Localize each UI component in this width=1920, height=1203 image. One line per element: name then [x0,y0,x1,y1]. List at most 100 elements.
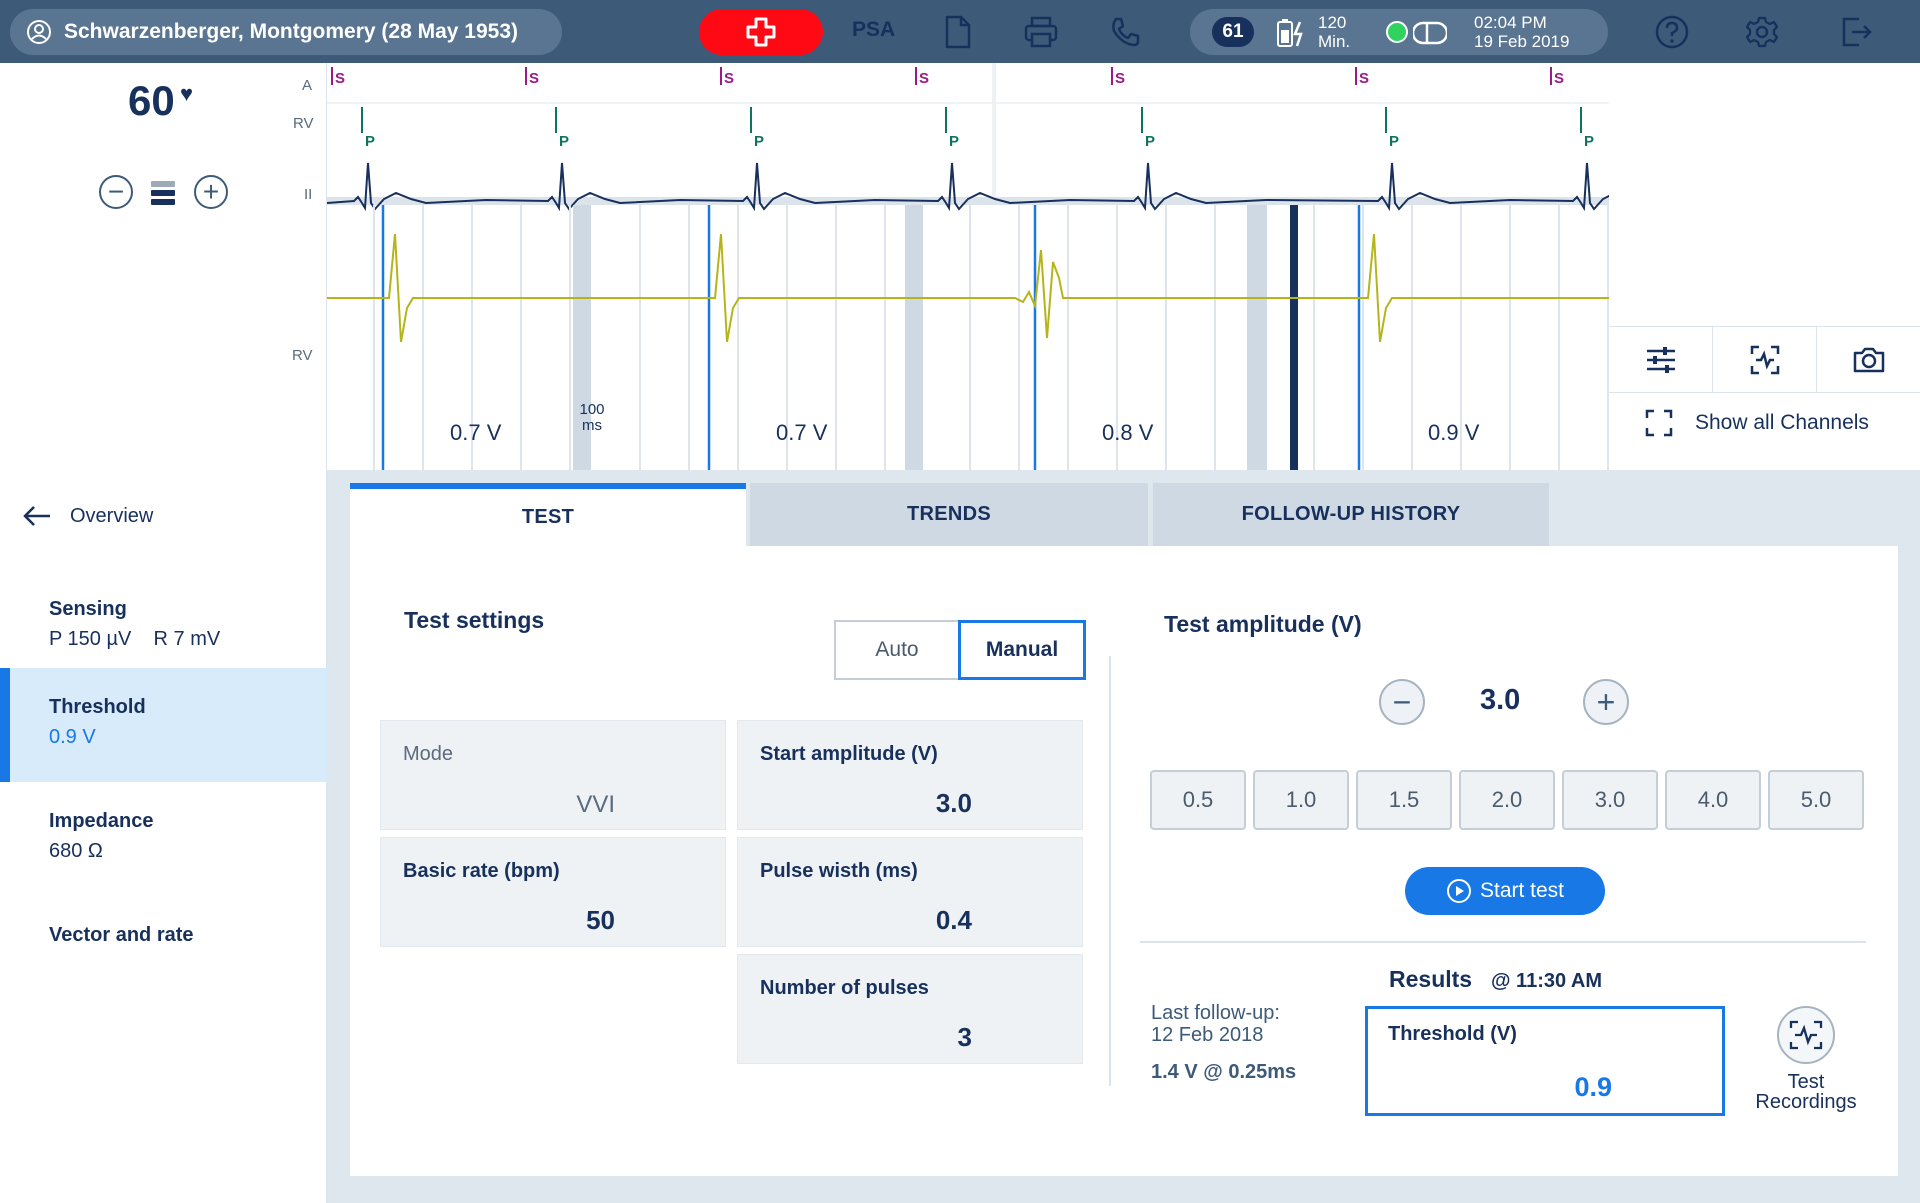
ecg-trace [327,162,1609,212]
channel-adjust-button[interactable] [1713,327,1817,392]
s-marker-label: S [335,70,345,87]
channel-label-rv-egm: RV [292,347,313,364]
emergency-icon [746,17,776,47]
device-icon [1413,21,1447,45]
sweep-gap [992,63,996,197]
phone-icon[interactable] [1105,12,1145,52]
amplitude-preset[interactable]: 3.0 [1562,770,1658,830]
pulse-width-field[interactable]: Pulse wisth (ms) 0.4 [737,837,1083,947]
psa-label[interactable]: PSA [852,18,896,41]
show-all-channels-label: Show all Channels [1695,411,1869,434]
s-marker-label: S [1554,70,1564,87]
tab-follow-up-history[interactable]: FOLLOW-UP HISTORY [1153,483,1549,546]
top-bar: Schwarzenberger, Montgomery (28 May 1953… [0,0,1920,63]
amplitude-preset[interactable]: 0.5 [1150,770,1246,830]
last-follow-up: Last follow-up: 12 Feb 2018 [1151,1002,1280,1046]
print-icon[interactable] [1021,12,1061,52]
snapshot-button[interactable] [1817,327,1920,392]
mode-manual-button[interactable]: Manual [958,620,1086,680]
back-to-overview[interactable]: Overview [22,504,153,528]
p-marker-label: P [1145,133,1155,150]
datetime: 02:04 PM 19 Feb 2019 [1474,13,1569,51]
threshold-value: 0.9 [1574,1072,1612,1102]
sweep-separator [1257,205,1267,470]
back-label: Overview [70,504,154,527]
sidebar-item-vector-and-rate[interactable]: Vector and rate [0,896,327,1010]
time-scale-unit: ms [582,417,602,434]
s-marker-label: S [724,70,734,87]
results-time: @ 11:30 AM [1491,970,1603,992]
field-value: 3 [957,1022,972,1052]
gain-decrease-button[interactable]: − [99,175,133,209]
logout-icon[interactable] [1836,12,1876,52]
camera-icon [1853,347,1884,372]
settings-icon[interactable] [1742,12,1782,52]
mode-field: Mode VVI [380,720,726,830]
number-of-pulses-field[interactable]: Number of pulses 3 [737,954,1083,1064]
egm-trace [327,233,1609,343]
p-marker-label: P [1389,133,1399,150]
amplitude-preset[interactable]: 1.5 [1356,770,1452,830]
last-follow-up-label: Last follow-up: [1151,1002,1280,1024]
status-pill[interactable]: 61 120 Min. 02:04 PM 19 Feb 2019 [1190,9,1608,55]
patient-pill[interactable]: Schwarzenberger, Montgomery (28 May 1953… [10,9,562,55]
time-scale-value: 100 [579,401,604,418]
results-divider [1140,941,1866,943]
s-marker-label: S [529,70,539,87]
sidebar-item-sensing[interactable]: Sensing P 150 µV R 7 mV [0,570,327,684]
tab-trends[interactable]: TRENDS [750,483,1148,546]
filter-settings-button[interactable] [1609,327,1713,392]
sidebar-item-title: Vector and rate [49,924,194,946]
amplitude-preset[interactable]: 1.0 [1253,770,1349,830]
p-marker-label: P [754,133,764,150]
field-value: 50 [586,905,615,935]
test-recordings-button[interactable]: Test Recordings [1751,1006,1861,1112]
sidebar: Overview Sensing P 150 µV R 7 mV Thresho… [0,470,327,1203]
amplitude-preset[interactable]: 4.0 [1665,770,1761,830]
gain-increase-button[interactable]: + [194,175,228,209]
sweep-separator [913,205,923,470]
battery-value: 120 [1318,13,1347,32]
threshold-result[interactable]: Threshold (V) 0.9 [1365,1006,1725,1116]
s-marker-label: S [1115,70,1125,87]
field-label: Mode [403,743,454,765]
sidebar-item-title: Threshold [49,696,146,718]
strip-divider [327,197,1609,205]
test-amplitude-label: 0.8 V [1102,420,1154,445]
sweep-separator [581,205,591,470]
sidebar-item-value: 680 Ω [49,840,103,862]
amplitude-preset[interactable]: 2.0 [1459,770,1555,830]
sidebar-item-impedance[interactable]: Impedance 680 Ω [0,782,327,896]
document-icon[interactable] [938,12,978,52]
results-title: Results [1389,966,1473,992]
user-icon [27,20,51,44]
p-marker-label: P [365,133,375,150]
show-all-channels-button[interactable]: Show all Channels [1645,409,1869,437]
start-test-button[interactable]: Start test [1405,867,1605,915]
emergency-button[interactable] [699,9,823,55]
amplitude-increase-button[interactable]: + [1583,679,1629,725]
amplitude-presets: 0.5 1.0 1.5 2.0 3.0 4.0 5.0 [1150,770,1864,830]
field-value: 0.4 [935,905,972,935]
amplitude-preset[interactable]: 5.0 [1768,770,1864,830]
last-follow-up-date: 12 Feb 2018 [1151,1024,1264,1046]
help-icon[interactable] [1652,12,1692,52]
sidebar-item-threshold[interactable]: Threshold 0.9 V [0,668,327,782]
basic-rate-field[interactable]: Basic rate (bpm) 50 [380,837,726,947]
test-amplitude-label: 0.7 V [450,420,502,445]
heart-icon: ♥ [180,81,194,106]
start-test-label: Start test [1479,879,1565,902]
patient-name: Schwarzenberger, Montgomery (28 May 1953… [64,20,518,43]
amplitude-decrease-button[interactable]: − [1379,679,1425,725]
s-marker-label: S [919,70,929,87]
start-amplitude-field[interactable]: Start amplitude (V) 3.0 [737,720,1083,830]
p-marker-label: P [1584,133,1594,150]
mode-auto-button[interactable]: Auto [875,638,919,661]
heart-rate-value: 60 [128,77,175,124]
tab-test[interactable]: TEST [350,483,746,546]
sidebar-item-title: Impedance [49,810,154,832]
arrow-left-icon [23,506,50,526]
battery-icon [1277,19,1303,47]
